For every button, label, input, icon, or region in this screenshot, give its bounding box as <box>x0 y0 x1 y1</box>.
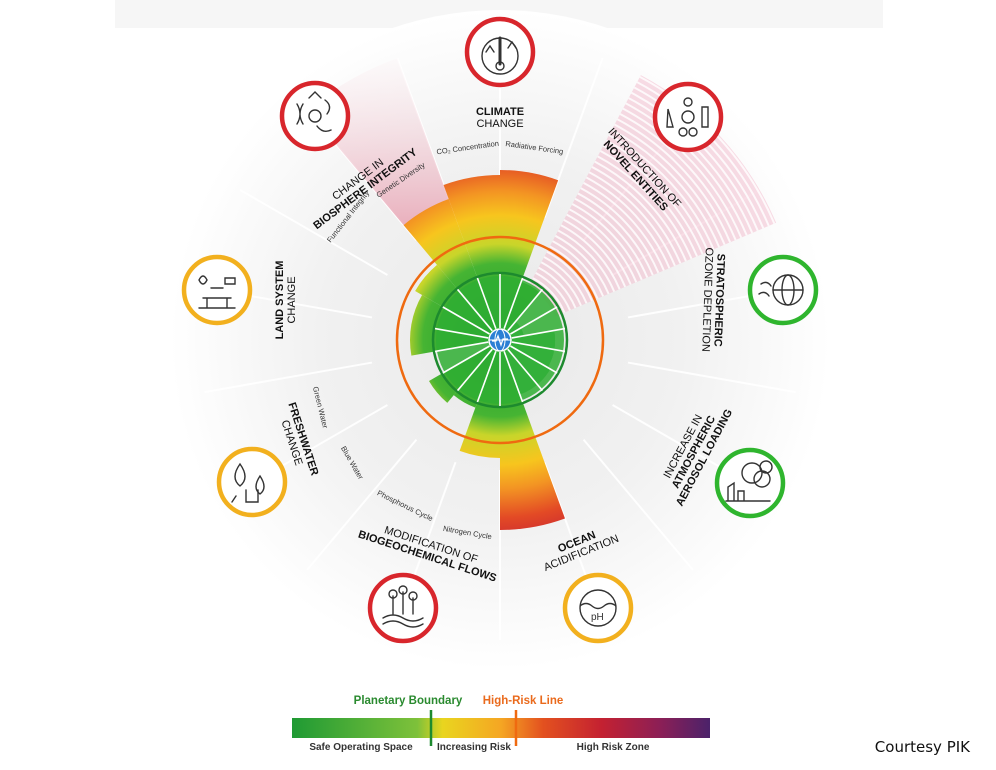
legend: Planetary Boundary High-Risk Line Safe O… <box>292 695 710 753</box>
high-risk-ring <box>395 235 605 445</box>
legend-gradient-bar <box>292 718 710 738</box>
ozone-title-line: STRATOSPHERIC <box>711 253 726 347</box>
sector-separators <box>434 274 566 406</box>
land-title: LAND SYSTEM CHANGE <box>274 261 298 340</box>
boundary-icons: pH <box>181 16 819 644</box>
climate-title-line: CLIMATE <box>476 106 524 118</box>
land-title-line: LAND SYSTEM <box>274 261 286 340</box>
land-icon <box>181 254 253 326</box>
climate-icon <box>464 16 536 88</box>
safe-wedges <box>500 321 556 395</box>
ozone-icon <box>747 254 819 326</box>
legend-high-label: High Risk Zone <box>577 742 650 753</box>
legend-increasing-label: Increasing Risk <box>437 742 511 753</box>
legend-safe-label: Safe Operating Space <box>309 742 413 753</box>
aerosol-icon <box>714 447 786 519</box>
novel-icon <box>652 81 724 153</box>
freshwater-icon <box>216 446 288 518</box>
svg-text:pH: pH <box>591 612 604 623</box>
planetary-boundary-ring <box>431 271 569 409</box>
biogeo-icon <box>367 572 439 644</box>
land-title-line: CHANGE <box>286 276 298 323</box>
climate-title-line: CHANGE <box>476 118 523 130</box>
ocean-icon: pH <box>562 572 634 644</box>
image-credit: Courtesy PIK <box>874 738 970 756</box>
ozone-title-line: OZONE DEPLETION <box>699 247 715 352</box>
legend-planetary-boundary-label: Planetary Boundary <box>354 695 463 707</box>
legend-high-risk-label: High-Risk Line <box>483 695 564 707</box>
globe-icon <box>488 328 512 352</box>
biosphere-icon <box>279 80 351 152</box>
